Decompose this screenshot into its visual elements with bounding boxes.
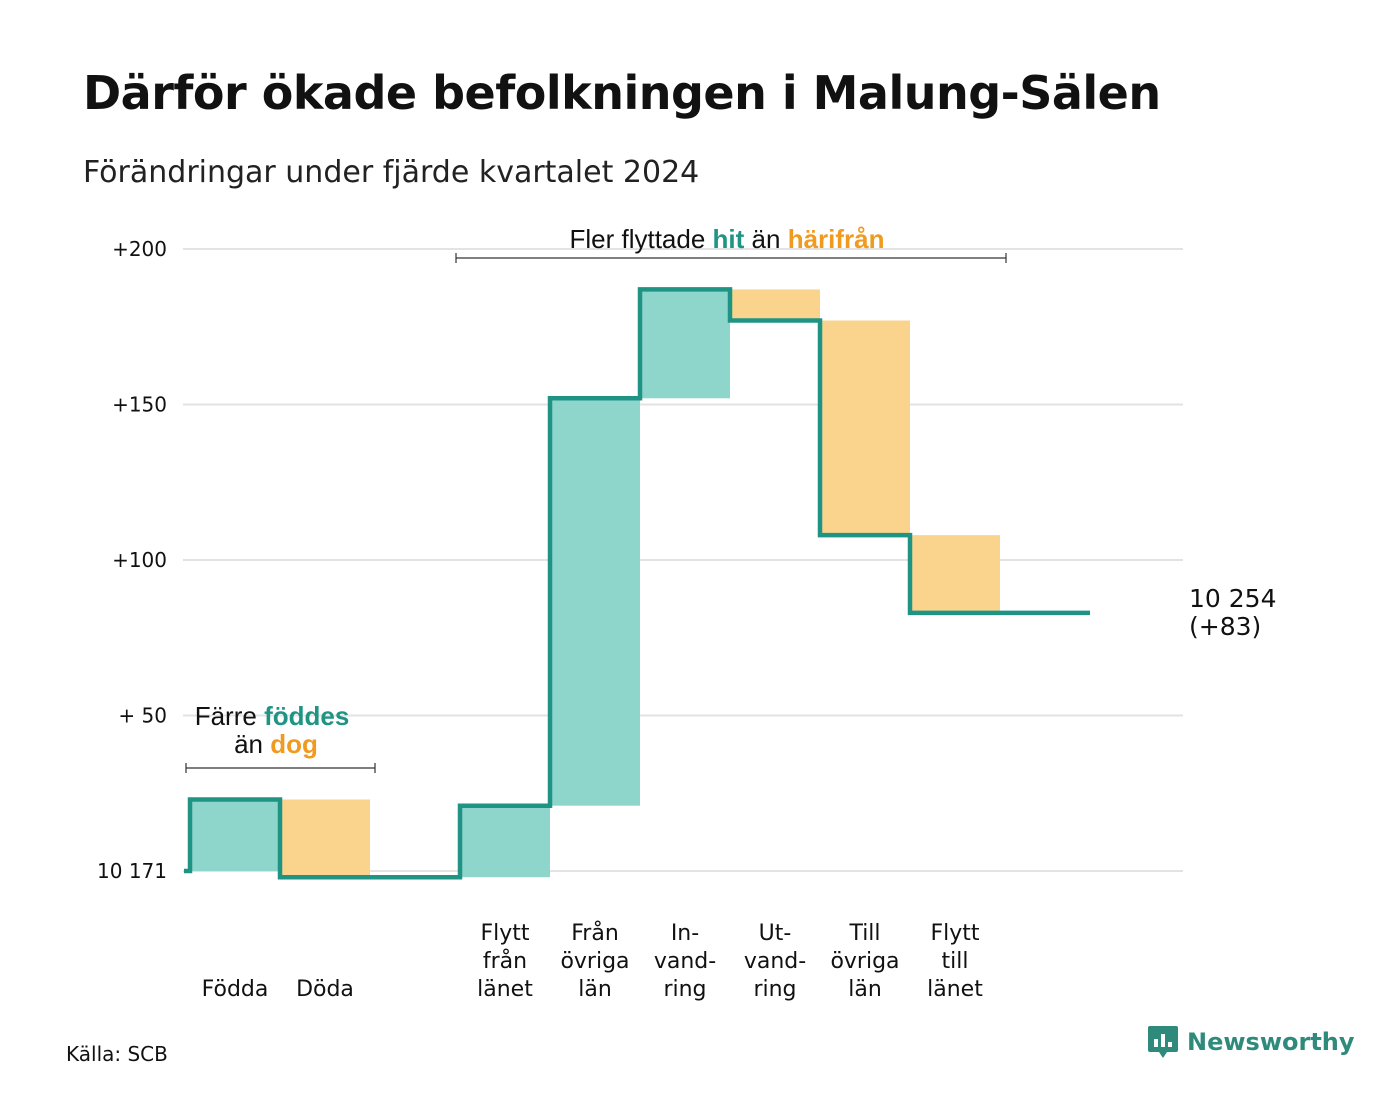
category-label: län	[578, 977, 612, 1002]
category-label: från	[483, 948, 527, 974]
chart-title: Därför ökade befolkningen i Malung-Sälen	[83, 66, 1161, 120]
decrease-bar	[280, 799, 370, 878]
category-label: vand-	[654, 949, 716, 974]
category-label: Flytt	[930, 921, 979, 946]
increase-bar	[640, 289, 730, 399]
category-label: till	[942, 949, 969, 974]
category-label: In-	[671, 921, 699, 946]
increase-bar	[550, 398, 640, 806]
category-label: länet	[927, 977, 983, 1002]
category-label: Flytt	[480, 921, 529, 946]
chart-subtitle: Förändringar under fjärde kvartalet 2024	[83, 155, 700, 190]
bars	[190, 289, 1000, 878]
category-label: Till	[848, 921, 880, 946]
end-value-label: 10 254(+83)	[1189, 584, 1276, 641]
migration-annotation: Fler flyttade hit än härifrån	[455, 224, 1007, 263]
category-label: Från	[571, 920, 619, 946]
migration-annotation-text: Fler flyttade hit än härifrån	[569, 224, 884, 254]
end-value-label: 10 254	[1189, 584, 1276, 613]
newsworthy-logo-icon	[1148, 1026, 1178, 1058]
decrease-bar	[730, 289, 820, 321]
source-note: Källa: SCB	[66, 1042, 168, 1066]
births-deaths-annotation-line1: Färre föddes	[195, 701, 350, 731]
category-label: ring	[663, 977, 706, 1002]
increase-bar	[190, 799, 280, 871]
category-labels: Födda DödaFlyttfrånlänetFrånövrigalänIn-v…	[202, 920, 984, 1002]
y-tick-label: +150	[112, 393, 167, 417]
births-deaths-annotation: Färre föddes än dog	[185, 701, 376, 773]
category-label: länet	[477, 977, 533, 1002]
y-axis-ticks: 10 171 + 50 +100 +150 +200	[97, 237, 167, 883]
cumulative-line	[184, 287, 1090, 880]
end-change-label: (+83)	[1189, 612, 1261, 641]
y-tick-label: +200	[112, 237, 167, 261]
brand-logo: Newsworthy	[1147, 1024, 1355, 1060]
y-tick-label: + 50	[118, 704, 167, 728]
births-deaths-annotation-line2: än dog	[234, 729, 318, 759]
category-label: ring	[753, 977, 796, 1002]
decrease-bar	[910, 535, 1000, 613]
category-label: övriga	[560, 949, 629, 974]
category-label: Döda	[296, 977, 354, 1002]
decrease-bar	[820, 320, 910, 536]
brand-name: Newsworthy	[1187, 1028, 1355, 1056]
category-label: övriga	[830, 949, 899, 974]
increase-bar	[460, 805, 550, 878]
category-label: vand-	[744, 949, 806, 974]
births-deaths-bracket	[185, 763, 376, 773]
y-tick-label: +100	[112, 548, 167, 572]
category-label: Ut-	[759, 921, 792, 946]
y-tick-label: 10 171	[97, 859, 167, 883]
category-label: Födda	[202, 977, 269, 1002]
cumulative-step-line	[184, 287, 1090, 880]
category-label: län	[848, 977, 882, 1002]
migration-bracket	[455, 253, 1007, 263]
